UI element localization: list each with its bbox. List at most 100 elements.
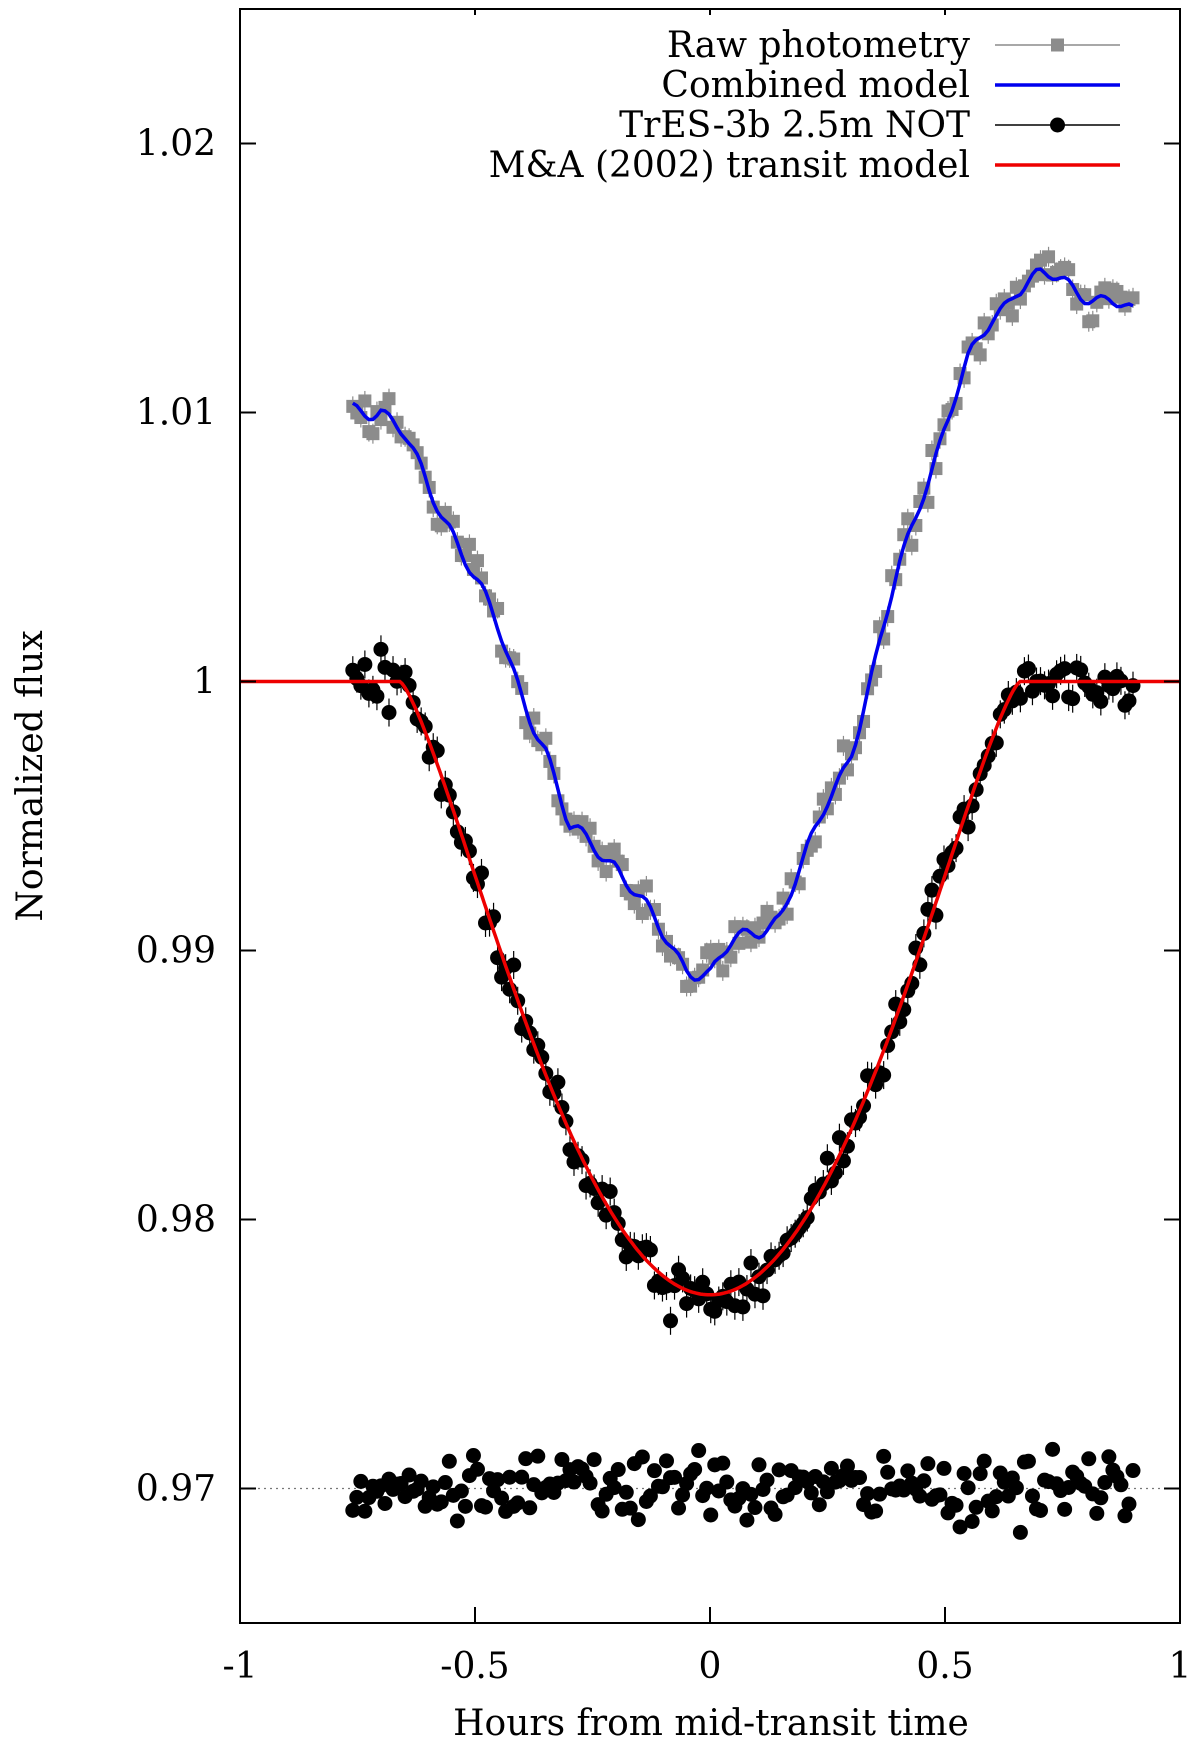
residual-point [719,1474,735,1490]
legend-swatch-marker [1051,38,1064,52]
residual-point [457,1498,473,1514]
residual-point [839,1458,855,1474]
residual-point [1033,1502,1049,1518]
residual-point [852,1470,868,1486]
data-point [1045,688,1061,704]
residual-point [880,1464,896,1480]
legend-label: Raw photometry [667,25,971,66]
y-tick-label: 0.97 [136,1469,216,1510]
residual-point [1093,1490,1109,1506]
raw-point [366,427,380,441]
residual-point [349,1489,365,1505]
data-point [1121,693,1137,709]
residual-point [514,1469,530,1485]
raw-point [1086,314,1100,328]
residual-point [530,1448,546,1464]
data-point [602,1184,618,1200]
residual-point [610,1462,626,1478]
residual-point [948,1497,964,1513]
data-point [876,1067,892,1083]
residual-point [759,1472,775,1488]
residual-point [932,1487,948,1503]
residual-point [667,1469,683,1485]
raw-point [470,554,484,568]
residual-point [618,1484,634,1500]
residual-point [441,1453,457,1469]
residual-point [1089,1505,1105,1521]
residual-point [510,1495,526,1511]
residual-point [554,1452,570,1468]
residual-point [675,1487,691,1503]
raw-point [1042,250,1056,264]
raw-point [583,821,597,835]
y-tick-label: 1 [193,662,216,703]
raw-point [491,601,505,615]
residual-point [823,1460,839,1476]
residual-point [1117,1508,1133,1524]
residual-point [1101,1449,1117,1465]
residual-point [357,1503,373,1519]
residual-point [868,1503,884,1519]
residual-point [912,1488,928,1504]
raw-point [716,964,730,978]
raw-point [358,394,372,408]
residual-point [566,1474,582,1490]
residual-point [401,1467,417,1483]
residual-point [771,1462,787,1478]
y-tick-label: 0.98 [136,1200,216,1241]
residual-point [699,1480,715,1496]
residual-point [377,1495,393,1511]
residual-point [1061,1479,1077,1495]
data-point [550,1074,566,1090]
raw-point [639,879,653,893]
residual-point [433,1494,449,1510]
data-point [373,641,389,657]
data-point [735,1299,751,1315]
residual-point [622,1500,638,1516]
residual-point [1081,1451,1097,1467]
residual-point [715,1455,731,1471]
residual-point [1045,1441,1061,1457]
data-point [1020,661,1036,677]
residual-point [413,1473,429,1489]
residual-point [876,1448,892,1464]
data-point [675,1270,691,1286]
residual-point [494,1490,510,1506]
residual-point [936,1460,952,1476]
residual-point [1113,1477,1129,1493]
data-point [642,1242,658,1258]
residual-point [964,1513,980,1529]
residual-point [425,1479,441,1495]
residual-point [739,1512,755,1528]
data-point [1012,690,1028,706]
residual-point [811,1497,827,1513]
residual-point [687,1461,703,1477]
raw-point [1005,309,1019,323]
legend-label: TrES-3b 2.5m NOT [619,105,970,146]
residual-point [916,1473,932,1489]
legend-background [470,15,1130,205]
raw-point [905,538,919,552]
residual-point [646,1463,662,1479]
raw-point [627,897,641,911]
residual-point [1012,1524,1028,1540]
residual-point [968,1499,984,1515]
x-tick-label: -0.5 [440,1646,509,1687]
raw-point [607,842,621,856]
residual-point [582,1475,598,1491]
data-point [397,664,413,680]
y-tick-label: 1.01 [136,393,216,434]
residual-point [671,1500,687,1516]
data-point [381,705,397,721]
data-point [473,865,489,881]
axes: -1 -0.5 0 0.5 1 0.97 0.98 0.99 1 1.01 1.02 [136,8,1191,1687]
residual-point [586,1452,602,1468]
residual-point [658,1453,674,1469]
legend-label: M&A (2002) transit model [489,145,970,186]
residual-point [1024,1488,1040,1504]
residual-point [469,1461,485,1477]
plot-area [240,246,1180,1540]
data-point [960,819,976,835]
residual-point [976,1453,992,1469]
residual-point [437,1475,453,1491]
